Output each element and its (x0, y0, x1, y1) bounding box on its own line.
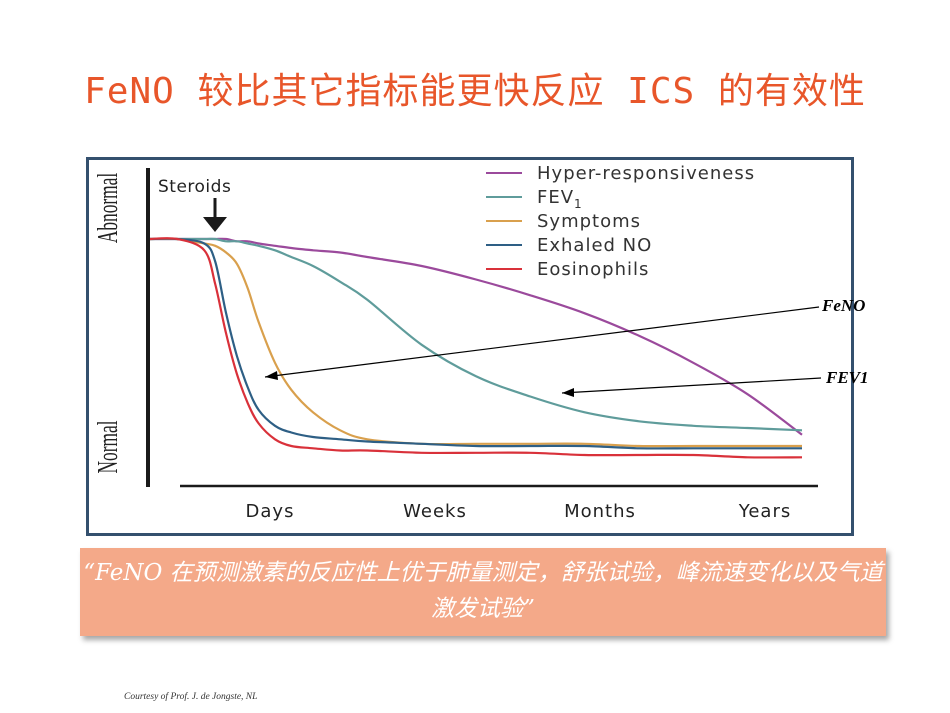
chart-svg: Abnormal Normal Steroids Days Weeks Months… (93, 163, 822, 522)
x-tick-label-months: Months (564, 501, 636, 522)
x-tick-label-weeks: Weeks (403, 501, 467, 522)
credit-text: Courtesy of Prof. J. de Jongste, NL (124, 692, 258, 702)
quote-box: “FeNO 在预测激素的反应性上优于肺量测定，舒张试验，峰流速变化以及气道激发试… (80, 548, 886, 636)
legend-label-2: Symptoms (537, 211, 641, 232)
slide-title: FeNO 较比其它指标能更快反应 ICS 的有效性 (84, 71, 866, 112)
feno-callout-label: FeNO (822, 296, 866, 315)
feno-callout-arrowhead (265, 371, 278, 380)
x-tick-labels: Days Weeks Months Years (246, 501, 792, 522)
legend-label-3: Exhaled NO (537, 235, 652, 256)
series-line-fev (149, 237, 803, 432)
series-line-exhaled-no (149, 237, 802, 450)
chart-frame: Abnormal Normal Steroids Days Weeks Months… (86, 157, 854, 536)
series-line-symptoms (149, 237, 802, 448)
fev1-callout-arrowhead (562, 388, 574, 397)
x-tick-label-years: Years (738, 501, 792, 522)
legend-label-0: Hyper-responsiveness (537, 163, 755, 184)
legend-label-1: FEV1 (537, 187, 583, 211)
series-line-eosinophils (149, 237, 803, 459)
fev1-callout-label: FEV1 (826, 368, 869, 387)
series-lines (149, 237, 803, 459)
x-tick-label-days: Days (246, 501, 295, 522)
steroids-annotation: Steroids (158, 177, 231, 197)
y-axis-line (146, 168, 150, 487)
fev1-callout-line (561, 377, 822, 394)
y-label-normal: Normal (93, 420, 124, 473)
quote-text: “FeNO 在预测激素的反应性上优于肺量测定，舒张试验，峰流速变化以及气道激发试… (83, 560, 883, 622)
legend-label-4: Eosinophils (537, 259, 649, 280)
y-label-abnormal: Abnormal (93, 173, 124, 243)
feno-callout-line (264, 306, 820, 378)
down-arrow-icon (203, 198, 227, 232)
